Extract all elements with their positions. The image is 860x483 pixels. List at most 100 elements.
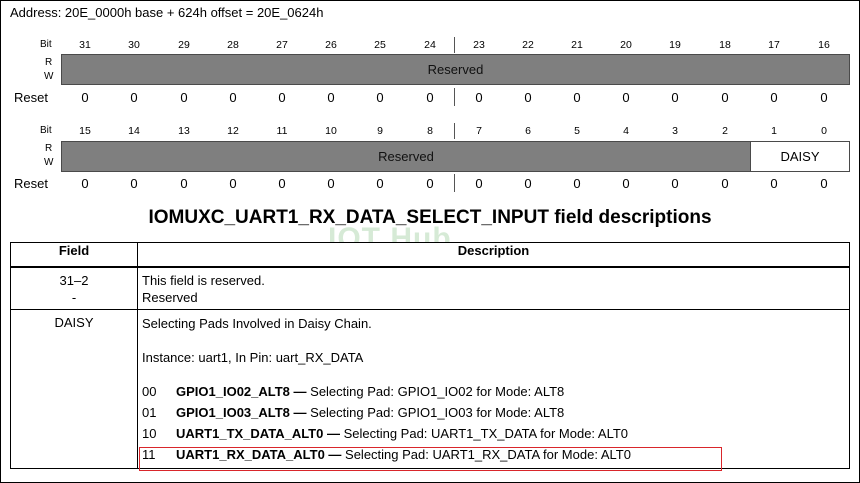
bit-number: 1	[771, 125, 777, 137]
bit-label-lower: Bit	[40, 125, 52, 136]
w-label-upper: W	[44, 71, 54, 82]
table-row: DAISY Selecting Pads Involved in Daisy C…	[10, 308, 850, 469]
bit-number: 9	[377, 125, 383, 137]
bit-number: 3	[672, 125, 678, 137]
reset-label-lower: Reset	[14, 176, 48, 191]
reset-value: 0	[770, 90, 778, 105]
reset-value: 0	[671, 90, 679, 105]
reset-value: 0	[327, 90, 335, 105]
option-code: 00	[142, 383, 157, 399]
bit-number: 6	[525, 125, 531, 137]
bit-number: 8	[427, 125, 433, 137]
bit-number: 14	[128, 125, 140, 137]
option-name: GPIO1_IO02_ALT8 —	[176, 383, 307, 399]
bit-number: 23	[473, 39, 485, 51]
option-name: UART1_RX_DATA_ALT0 —	[176, 446, 342, 462]
bit-number: 15	[79, 125, 91, 137]
reset-value: 0	[622, 90, 630, 105]
upper-byte-divider-top	[454, 37, 455, 53]
lower-reserved-field: Reserved	[61, 141, 751, 172]
reset-value: 0	[81, 90, 89, 105]
reset-value: 0	[671, 176, 679, 191]
bit-number: 4	[623, 125, 629, 137]
reset-value: 0	[229, 90, 237, 105]
bit-number: 2	[722, 125, 728, 137]
bit-number: 18	[719, 39, 731, 51]
bit-number: 26	[325, 39, 337, 51]
option-text: Selecting Pad: GPIO1_IO02 for Mode: ALT8	[306, 383, 565, 399]
desc-reserved-line2: Reserved	[142, 290, 198, 305]
reset-value: 0	[426, 176, 434, 191]
reset-value: 0	[820, 90, 828, 105]
reset-value: 0	[180, 90, 188, 105]
reset-value: 0	[622, 176, 630, 191]
bit-number: 24	[424, 39, 436, 51]
bit-number: 25	[374, 39, 386, 51]
desc-daisy-line2: Instance: uart1, In Pin: uart_RX_DATA	[142, 349, 364, 365]
r-label-upper: R	[45, 57, 53, 68]
bit-number: 31	[79, 39, 91, 51]
field-daisy: DAISY	[54, 314, 94, 330]
lower-byte-divider-bottom	[454, 174, 455, 192]
highlight-box	[139, 447, 722, 471]
reset-value: 0	[278, 176, 286, 191]
reset-value: 0	[229, 176, 237, 191]
reset-value: 0	[475, 90, 483, 105]
bit-number: 0	[821, 125, 827, 137]
bit-number: 12	[227, 125, 239, 137]
daisy-options-list: 00 GPIO1_IO02_ALT8 — Selecting Pad: GPIO1…	[142, 382, 849, 466]
option-name: UART1_TX_DATA_ALT0 —	[176, 425, 340, 441]
option-code: 11	[142, 446, 156, 462]
bit-number: 30	[128, 39, 140, 51]
lower-reserved-label: Reserved	[378, 149, 434, 164]
table-row: 31–2 - This field is reserved. Reserved	[10, 266, 850, 310]
reset-value: 0	[426, 90, 434, 105]
reset-value: 0	[524, 176, 532, 191]
reset-label-upper: Reset	[14, 90, 48, 105]
desc-cell-daisy: Selecting Pads Involved in Daisy Chain. …	[137, 308, 850, 469]
bit-number: 10	[325, 125, 337, 137]
header-field: Field	[10, 242, 138, 268]
reset-value: 0	[573, 176, 581, 191]
reset-value: 0	[721, 90, 729, 105]
header-description: Description	[137, 242, 850, 268]
lower-byte-divider-top	[454, 123, 455, 139]
option-text: Selecting Pad: GPIO1_IO03 for Mode: ALT8	[306, 404, 565, 420]
desc-daisy-line1: Selecting Pads Involved in Daisy Chain.	[142, 315, 372, 331]
desc-reserved-line1: This field is reserved.	[142, 273, 265, 288]
daisy-option: 10 UART1_TX_DATA_ALT0 — Selecting Pad: UA…	[142, 424, 849, 445]
bit-number: 17	[768, 39, 780, 51]
bit-number: 20	[620, 39, 632, 51]
field-range: 31–2	[59, 273, 89, 288]
upper-reserved-field: Reserved	[61, 54, 850, 85]
reset-value: 0	[327, 176, 335, 191]
bit-number: 28	[227, 39, 239, 51]
desc-cell-reserved: This field is reserved. Reserved	[137, 266, 850, 310]
field-cell-daisy: DAISY	[10, 308, 138, 469]
bit-number: 11	[276, 125, 288, 137]
bit-number: 19	[669, 39, 681, 51]
reset-value: 0	[573, 90, 581, 105]
reset-value: 0	[376, 176, 384, 191]
reset-value: 0	[278, 90, 286, 105]
bit-number: 22	[522, 39, 534, 51]
bit-number: 13	[178, 125, 190, 137]
daisy-option: 00 GPIO1_IO02_ALT8 — Selecting Pad: GPIO1…	[142, 382, 849, 403]
w-label-lower: W	[44, 157, 54, 168]
reset-value: 0	[130, 176, 138, 191]
option-name: GPIO1_IO03_ALT8 —	[176, 404, 307, 420]
bit-label-upper: Bit	[40, 39, 52, 50]
upper-byte-divider-bottom	[454, 88, 455, 106]
reset-value: 0	[721, 176, 729, 191]
bit-number: 27	[276, 39, 288, 51]
section-title: IOMUXC_UART1_RX_DATA_SELECT_INPUT field …	[148, 207, 712, 228]
option-code: 10	[142, 425, 157, 441]
bit-number: 16	[818, 39, 830, 51]
bit-number: 7	[476, 125, 482, 137]
reset-value: 0	[770, 176, 778, 191]
reset-value: 0	[130, 90, 138, 105]
option-code: 01	[142, 404, 157, 420]
bit-number: 29	[178, 39, 190, 51]
reset-value: 0	[475, 176, 483, 191]
field-dash: -	[71, 290, 77, 305]
